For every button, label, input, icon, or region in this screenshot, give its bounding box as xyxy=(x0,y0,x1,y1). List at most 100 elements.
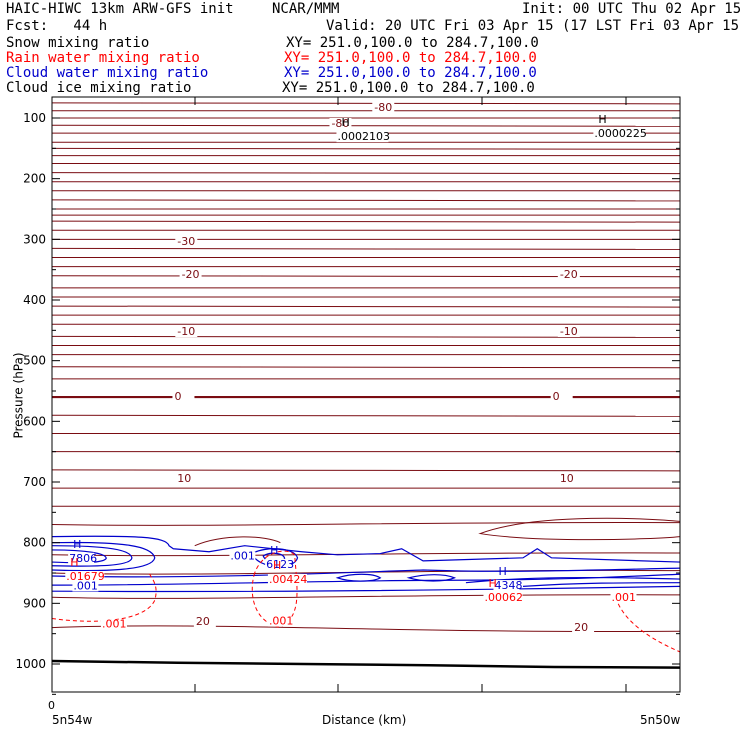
field-xy-snow: XY= 251.0,100.0 to 284.7,100.0 xyxy=(286,35,539,51)
rain-contour xyxy=(251,550,298,629)
isotherm-label: -20 xyxy=(560,268,578,281)
contour-label: .001 xyxy=(230,550,255,563)
init-time: Init: 00 UTC Thu 02 Apr 15 xyxy=(522,1,740,17)
isotherm-label-bg xyxy=(372,102,395,113)
contour-label-bg xyxy=(610,592,637,603)
y-tick-label: 200 xyxy=(23,172,46,186)
max-marker: H xyxy=(498,565,506,578)
isotherm-label: 20 xyxy=(574,621,588,634)
isotherm-line xyxy=(51,199,681,202)
isotherm-label: 20 xyxy=(196,615,210,628)
field-name-snow: Snow mixing ratio xyxy=(6,35,150,51)
max-value: 4348 xyxy=(494,579,522,592)
max-value: .00424 xyxy=(269,573,308,586)
y-tick-label: 100 xyxy=(23,111,46,125)
y-tick-label: 1000 xyxy=(15,657,46,671)
cloud-water-contour xyxy=(406,574,457,582)
max-label-bg xyxy=(483,592,523,604)
isotherm-line xyxy=(51,594,681,599)
contour-label: .001 xyxy=(73,579,98,592)
max-value: .0000225 xyxy=(594,127,647,140)
isotherm-label: 0 xyxy=(553,390,560,403)
y-axis-label: Pressure (hPa) xyxy=(11,352,26,439)
isotherm-line xyxy=(51,147,681,150)
y-tick-label: 600 xyxy=(23,414,46,428)
y-tick-label: 700 xyxy=(23,475,46,489)
contour-label-bg xyxy=(267,616,294,627)
max-value: .0002103 xyxy=(337,130,390,143)
cloud-water-contour xyxy=(251,548,299,568)
max-value: 6123 xyxy=(266,558,294,571)
cloud-water-contour xyxy=(51,573,681,586)
x-end-label: 5n50w xyxy=(640,713,681,727)
cloud-water-contour xyxy=(51,541,156,572)
isotherm-label-bg xyxy=(179,269,202,280)
isotherm-line xyxy=(51,305,681,308)
field-xy-cloud-water: XY= 251.0,100.0 to 284.7,100.0 xyxy=(284,65,537,81)
y-tick-label: 500 xyxy=(23,354,46,368)
rain-contours xyxy=(51,550,681,653)
contour-label-bg xyxy=(229,551,256,562)
isotherm-label: -80 xyxy=(331,117,349,130)
cloud-water-contour xyxy=(465,576,681,584)
contour-label-bg xyxy=(72,581,99,592)
isotherm-label-bg xyxy=(557,473,580,484)
x-axis-label: Distance (km) xyxy=(322,713,407,727)
isotherm-label: 10 xyxy=(177,472,191,485)
max-marker: H xyxy=(70,556,78,569)
max-value: 7806 xyxy=(69,552,97,565)
field-xy-cloud-ice: XY= 251.0,100.0 to 284.7,100.0 xyxy=(282,80,535,96)
isotherm-lines xyxy=(51,102,681,669)
rain-contour xyxy=(615,597,681,653)
isotherm-line xyxy=(51,552,681,557)
cloud-water-contour xyxy=(522,582,681,587)
isotherm-line xyxy=(51,522,681,526)
max-label-bg xyxy=(336,131,389,143)
isotherm-label: -10 xyxy=(560,325,578,338)
isotherm-label-bg xyxy=(172,391,195,402)
isotherm-line xyxy=(51,335,681,338)
max-marker: H xyxy=(488,577,496,590)
isotherm-label: -80 xyxy=(374,101,392,114)
isotherm-line xyxy=(51,366,681,369)
max-marker: H xyxy=(598,113,606,126)
max-marker: H xyxy=(273,559,281,572)
max-label-bg xyxy=(68,552,95,564)
isotherm-line xyxy=(478,517,681,541)
isotherm-line xyxy=(194,536,281,547)
isotherm-line xyxy=(51,247,681,250)
isotherm-line xyxy=(51,469,681,472)
contour-label: .001 xyxy=(102,618,127,631)
isotherm-line xyxy=(51,414,681,417)
isotherm-label: 10 xyxy=(560,472,574,485)
isotherm-label: -30 xyxy=(177,235,195,248)
cloud-water-contour xyxy=(51,535,681,563)
isotherm-label-bg xyxy=(572,622,595,633)
cloud-water-contour xyxy=(51,567,681,578)
isotherm-label-bg xyxy=(557,269,580,280)
y-tick-label: 300 xyxy=(23,232,46,246)
max-value: .00062 xyxy=(484,591,523,604)
x-zero-label: 0 xyxy=(48,699,55,712)
field-xy-rain: XY= 251.0,100.0 to 284.7,100.0 xyxy=(284,50,537,66)
contour-label-bg xyxy=(100,619,127,630)
field-name-rain: Rain water mixing ratio xyxy=(6,50,200,66)
isotherm-line xyxy=(51,124,681,127)
contour-label: .001 xyxy=(269,615,294,628)
y-tick-label: 900 xyxy=(23,596,46,610)
field-name-cloud-ice: Cloud ice mixing ratio xyxy=(6,80,192,96)
isotherm-line xyxy=(51,275,681,278)
field-name-cloud-water: Cloud water mixing ratio xyxy=(6,65,209,81)
plot-frame xyxy=(51,96,681,693)
max-label-bg xyxy=(593,128,646,140)
y-tick-label: 800 xyxy=(23,536,46,550)
max-marker: H xyxy=(341,116,349,129)
isotherm-label-bg xyxy=(175,473,198,484)
cloud-water-contour xyxy=(51,545,133,567)
max-marker: H xyxy=(270,544,278,557)
max-label-bg xyxy=(265,558,292,570)
cloud-water-contours xyxy=(51,535,681,593)
isotherm-line xyxy=(51,172,681,175)
